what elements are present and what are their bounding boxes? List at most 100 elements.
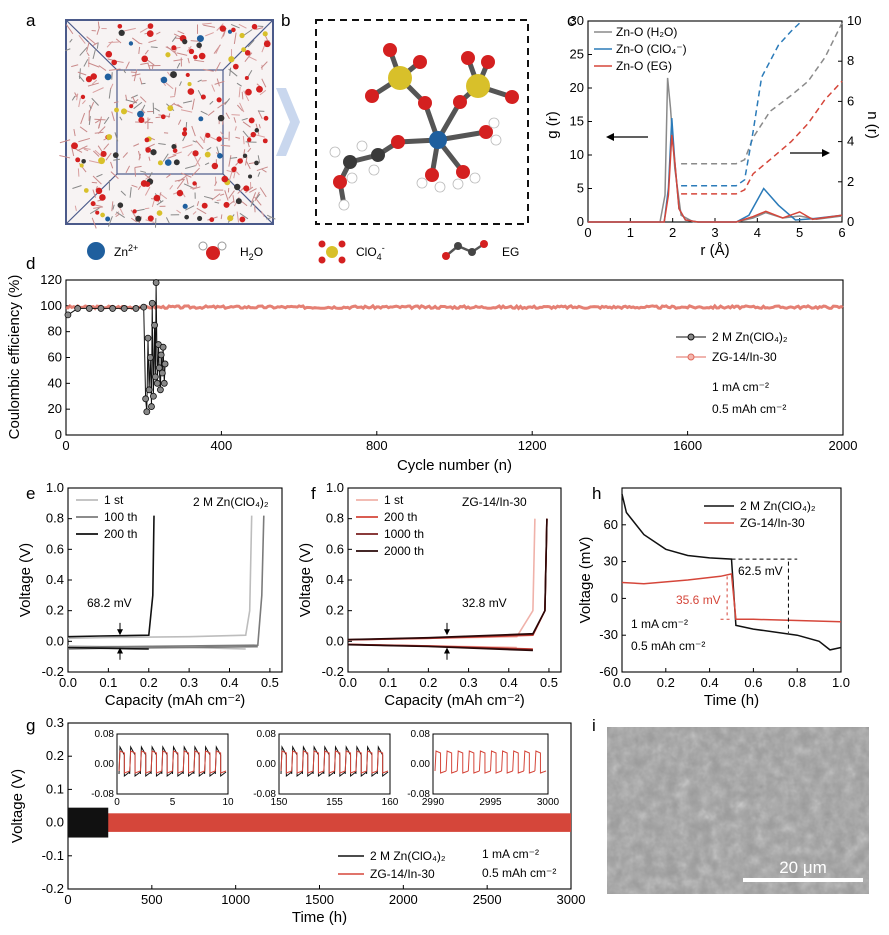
x-tick-label: 1.0: [832, 675, 850, 690]
md-atom: [100, 212, 105, 218]
md-atom: [135, 215, 142, 222]
md-atom: [171, 45, 177, 51]
legend-zn-label: Zn2+: [114, 243, 138, 259]
md-atom: [247, 137, 252, 142]
md-bond: [214, 80, 225, 85]
annotation-current-density: 1 mA cm⁻²: [712, 380, 769, 394]
md-bond: [144, 49, 149, 55]
md-bond: [213, 44, 221, 54]
x-axis-label: r (Å): [700, 242, 729, 259]
y-tick-label: 25: [570, 47, 584, 62]
md-bond: [89, 104, 92, 110]
data-point: [160, 379, 168, 387]
x-axis-label: Time (h): [704, 692, 759, 709]
md-bond: [168, 113, 171, 118]
inset-x-tick-label: 10: [222, 797, 234, 808]
md-atom: [235, 198, 242, 205]
md-bond: [224, 190, 229, 201]
md-bond: [118, 206, 124, 216]
md-bond: [92, 189, 96, 198]
md-atom: [90, 73, 97, 80]
data-point: [120, 305, 128, 312]
md-bond: [113, 158, 120, 161]
md-bond: [131, 73, 141, 77]
x-tick-label: 0.4: [220, 675, 238, 690]
annotation-35mv: 35.6 mV: [676, 593, 721, 607]
md-bond: [193, 155, 201, 167]
data-point: [158, 369, 166, 377]
md-bond: [244, 52, 253, 63]
md-bond: [156, 31, 161, 35]
md-bond: [192, 140, 197, 143]
legend-water-label: H2O: [240, 245, 263, 262]
x-tick-label: 1: [627, 225, 634, 240]
md-bond: [112, 204, 115, 210]
md-bond: [94, 149, 103, 157]
y-tick-label-right: 4: [847, 134, 854, 149]
y-axis-label: Voltage (mV): [577, 537, 594, 624]
md-bond: [107, 216, 113, 227]
y-tick-label: 0.2: [46, 748, 64, 763]
md-bond: [173, 50, 178, 57]
md-bond: [134, 167, 137, 177]
inset-plot-2: -0.08 0.00 0.08 150 155 160: [253, 729, 399, 808]
md-bond: [78, 75, 85, 83]
md-bond: [139, 96, 147, 103]
inset-y-tick-label: 0.08: [95, 729, 115, 740]
md-bond: [182, 144, 193, 149]
md-atom: [147, 215, 154, 222]
inset-y-tick-label: 0.00: [411, 759, 431, 770]
water-icon: [198, 241, 227, 260]
md-atom: [227, 215, 234, 222]
md-bond: [130, 217, 138, 223]
y-tick-label-right: 8: [847, 53, 854, 68]
x-tick-label: 2: [669, 225, 676, 240]
md-bond: [107, 58, 114, 61]
md-bond: [74, 205, 77, 212]
md-bond: [64, 48, 71, 52]
md-bond: [260, 61, 268, 69]
md-bond: [88, 62, 100, 68]
md-bond: [158, 143, 166, 146]
md-bond: [92, 175, 102, 185]
md-atom: [263, 40, 271, 48]
data-point: [142, 395, 150, 403]
md-atom: [185, 72, 190, 78]
md-bond: [122, 152, 128, 158]
md-bond: [254, 191, 260, 202]
x-tick-label: 0.0: [339, 675, 357, 690]
data-point: [161, 360, 169, 368]
md-bond: [261, 45, 265, 53]
inset-y-tick-label: 0.00: [95, 759, 115, 770]
md-atom: [196, 35, 204, 43]
md-atom: [105, 216, 111, 222]
legend-perchlorate-label: ClO4-: [356, 243, 385, 262]
md-bond: [79, 126, 88, 133]
md-bond: [89, 207, 100, 215]
y-tick-label: 0.4: [46, 572, 64, 587]
md-bond: [131, 96, 136, 103]
md-bond: [96, 26, 101, 35]
md-bond: [59, 155, 71, 159]
md-bond: [59, 139, 71, 144]
md-atom: [170, 71, 177, 79]
panel-letter-f: f: [311, 484, 316, 503]
x-tick-label: 2500: [473, 892, 502, 907]
md-atom: [71, 142, 78, 150]
md-bond: [239, 212, 249, 220]
data-point: [146, 354, 154, 361]
legend-marker: [687, 353, 695, 361]
md-bond: [241, 201, 248, 207]
data-point: [85, 305, 93, 312]
y-tick-label-right: 2: [847, 174, 854, 189]
y-tick-label: 60: [48, 350, 62, 365]
md-bond: [169, 184, 174, 190]
md-bond: [224, 98, 231, 106]
md-atom: [248, 117, 255, 124]
md-bond: [135, 208, 145, 212]
inset-zg14-line: [118, 750, 227, 774]
x-tick-label: 0.1: [99, 675, 117, 690]
md-bond: [174, 87, 177, 96]
md-bond: [194, 156, 202, 167]
